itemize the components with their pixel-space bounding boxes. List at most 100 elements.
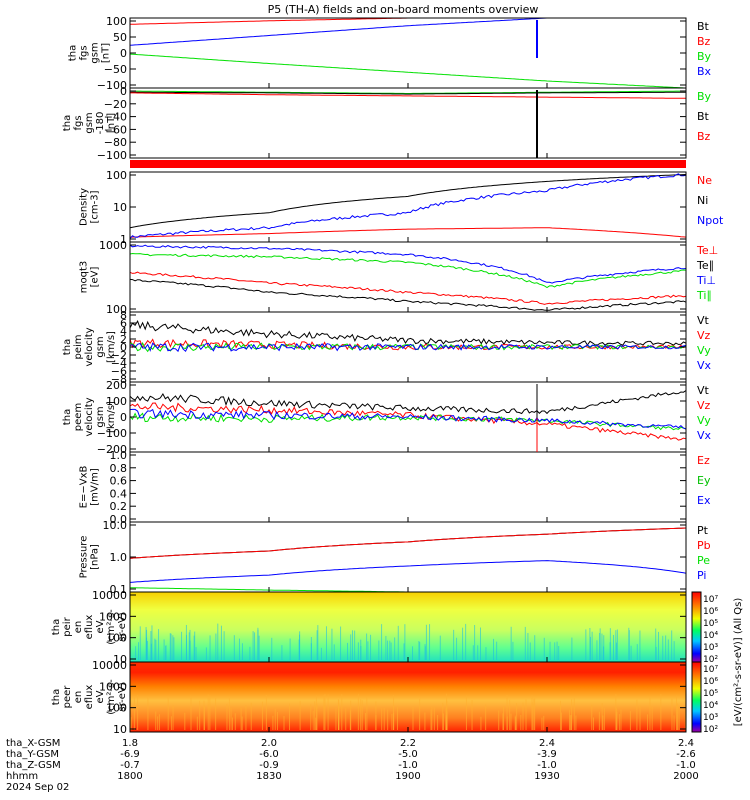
y-axis-label-line: gsm [90,42,101,63]
ephemeris-value: 1800 [117,771,142,782]
y-axis-label-line: (cm²-s- [106,679,117,715]
y-tick-label: 1.0 [110,551,128,564]
y-tick-label: 1.0 [110,449,128,462]
panel-7: 1.00.80.60.40.20.0 E=−VxB[mV/m] Ez Ey Ex [79,449,711,526]
y-axis-label-line: peem [73,403,84,431]
legend-entry: Ex [697,494,711,507]
legend-entry: Ey [697,474,711,487]
y-tick-label: −4 [111,357,127,370]
y-axis-label: thapeirenefluxeV(cm²-s-sr-eV) [51,609,128,645]
legend-entry: By [697,90,712,103]
series-line-te⊥ [129,271,687,305]
y-axis-label: thapeemvelocitygsm[km/s] [62,397,117,436]
y-axis-label-line: gsm [84,112,95,133]
y-axis-label-line: tha [62,409,73,425]
ephemeris-value: 1.8 [122,738,138,749]
y-tick-label: −100 [97,79,127,92]
series-line-pb [129,527,687,559]
y-axis-label: E=−VxB[mV/m] [79,466,101,509]
colorbar [691,591,702,663]
y-axis-label: thapeimvelocitygsm[km/s] [62,327,117,366]
y-axis-label-line: en [73,621,84,634]
legend-entry: Ez [697,454,710,467]
colorbar-tick-label: 10⁶ [703,607,718,617]
y-axis-label-line: fgs [73,115,84,130]
panel-frame [129,521,687,593]
y-axis-label-line: -180 [95,112,106,135]
ephemeris-label: 2024 Sep 02 [6,782,69,793]
legend-entry: Bx [697,65,712,78]
colorbar-tick-label: 10³ [703,713,718,723]
series-line-ne [130,227,687,238]
y-tick-label: 8 [120,309,127,322]
y-axis-label: thafgsgsm[nT] [68,42,112,63]
y-axis-label-line: [km/s] [106,331,117,363]
colorbar-tick-label: 10⁵ [703,689,718,699]
series-line-vz [129,338,687,351]
y-axis-label-line: moqt3 [79,261,90,294]
legend-entry: Vx [697,359,712,372]
ephemeris-value: -1.0 [398,760,418,771]
legend-entry: Pe [697,554,710,567]
ephemeris-value: 2000 [673,771,698,782]
panel-9: 10000 1000 100 10 thapeirenefluxeV(cm²-s-sr-… [51,589,687,666]
y-axis-label: Density[cm-3] [79,188,101,226]
y-tick-label: −6 [111,365,127,378]
series-line-by [129,90,687,94]
legend-entry: Ti∥ [696,289,712,302]
y-tick-label: 10.0 [103,519,128,532]
legend-entry: Bz [697,130,711,143]
colorbar-tick-label: 10⁴ [703,631,718,641]
panel-frame [129,451,687,523]
spectrogram-image [130,592,686,662]
colorbar-label: [eV/(cm²-s-sr-eV)] (All Qs) [733,598,744,727]
ephemeris-label: tha_Z-GSM [6,760,61,771]
panel-8: 10.0 1.0 0.1 Pressure[nPa] Pt Pb Pe Pi [79,519,711,596]
colorbar-tick-label: 10⁶ [703,677,718,687]
ephemeris-value: -1.0 [676,760,696,771]
legend-entry: Pt [697,524,709,537]
series-line-bz [130,92,686,99]
legend-entry: Vy [697,344,711,357]
series-line-pi [129,560,687,583]
y-tick-label: 100 [106,632,127,645]
y-tick-label: 10 [113,653,127,666]
y-tick-label: 0.1 [110,583,128,596]
legend-entry: Vz [697,399,711,412]
y-tick-label: 1000 [99,680,127,693]
state-bar [130,160,686,168]
series-line-by [129,53,687,89]
legend-entry: Vt [697,314,710,327]
figure-title: P5 (TH-A) fields and on-board moments ov… [268,3,539,16]
series-line-vt [129,390,687,415]
legend-entry: By [697,50,712,63]
y-tick-label: 0 [120,47,127,60]
series-line-vy [129,412,687,431]
series-line-vx [129,408,687,430]
y-tick-label: 4 [120,325,127,338]
colorbar-tick-label: 10³ [703,643,718,653]
y-tick-label: 0.6 [110,475,128,488]
ephemeris-value: -0.9 [259,760,279,771]
ephemeris-value: 2.4 [539,738,555,749]
legend-entry: Bz [697,35,711,48]
ephemeris-value: 1900 [395,771,420,782]
y-axis-label: thapeerenefluxeV(cm²-s-sr-eV) [51,679,128,715]
y-axis-label-line: velocity [84,397,95,436]
y-tick-label: −40 [104,111,127,124]
y-axis-label-line: [eV] [90,267,101,288]
y-tick-label: 100 [106,15,127,28]
series-line-vt [129,320,687,346]
panel-4: 1000 100 moqt3[eV] Te⊥ Te∥ Ti⊥ Ti∥ [79,239,719,316]
legend-entry: Vx [697,429,712,442]
y-tick-label: 1000 [99,239,127,252]
y-tick-label: 10000 [92,589,127,602]
y-axis-label-line: eV [95,690,106,703]
y-tick-label: 10000 [92,659,127,672]
y-tick-label: 1 [120,233,127,246]
y-tick-label: 100 [106,702,127,715]
panels: 100500−50−100thafgsgsm[nT]BtBzByBx0−20−4… [51,15,724,736]
y-axis-label-line: peir [62,616,73,636]
